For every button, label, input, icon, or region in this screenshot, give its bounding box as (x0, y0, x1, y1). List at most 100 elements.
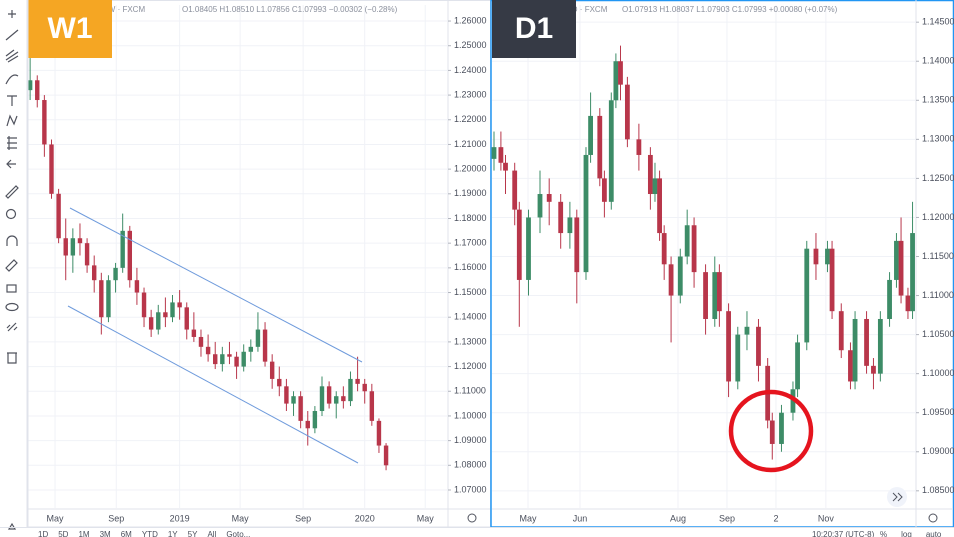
tool-star[interactable] (7, 522, 17, 530)
candle-body (608, 100, 614, 202)
tool-zoom[interactable] (5, 208, 17, 220)
range-button[interactable]: All (207, 530, 216, 537)
candle-body (148, 317, 154, 330)
range-button[interactable]: 5D (58, 530, 68, 537)
tool-stay[interactable] (5, 259, 18, 272)
candle-body (369, 391, 375, 421)
x-tick-label: May (520, 513, 538, 523)
candle-body (498, 147, 504, 163)
scale-option[interactable]: auto (926, 530, 942, 537)
y-tick-label: 1.22000 (454, 114, 487, 124)
range-button[interactable]: 1M (78, 530, 89, 537)
x-tick-label: Sep (295, 513, 311, 523)
candle-body (735, 334, 741, 382)
candle-body (838, 311, 844, 351)
tool-eye[interactable] (5, 302, 19, 312)
candle-body (512, 170, 518, 210)
y-tick-label: 1.13000 (454, 336, 487, 346)
candle-body (198, 336, 204, 347)
candle-body (825, 248, 830, 265)
settings-icon[interactable] (467, 513, 477, 523)
tool-ruler[interactable] (5, 185, 19, 199)
candle-body (298, 396, 303, 421)
tool-line[interactable] (5, 29, 19, 41)
tool-forecast[interactable] (7, 136, 17, 150)
candle-body (227, 354, 232, 357)
y-tick-label: 1.21000 (454, 139, 487, 149)
tool-lock[interactable] (6, 284, 17, 293)
candle-body (703, 272, 708, 319)
tool-link[interactable] (6, 322, 18, 332)
tool-trash[interactable] (7, 352, 17, 364)
candle-body (277, 378, 282, 387)
candle-body (348, 378, 353, 402)
range-button[interactable]: 6M (121, 530, 132, 537)
candle-body (170, 302, 175, 318)
candle-body (546, 194, 552, 202)
candle-body (726, 311, 731, 382)
tool-pattern[interactable] (6, 114, 18, 127)
candle-body (234, 356, 239, 367)
range-button[interactable]: 1D (38, 530, 48, 537)
candle-body (491, 147, 497, 159)
scale-option[interactable]: % (880, 530, 887, 537)
candle-body (334, 396, 339, 404)
tool-back[interactable] (6, 159, 16, 169)
candle-body (305, 420, 310, 429)
x-tick-label: 2020 (355, 513, 375, 523)
range-button[interactable]: YTD (142, 530, 158, 537)
candle-body (106, 280, 111, 318)
candle-body (134, 280, 140, 293)
tool-text[interactable] (7, 95, 17, 106)
candle-body (601, 178, 607, 202)
candle-body (262, 329, 268, 362)
candle-body (887, 279, 892, 319)
candle-body (677, 256, 683, 296)
tool-fib[interactable] (5, 49, 19, 63)
range-button[interactable]: 5Y (188, 530, 198, 537)
x-tick-label: Sep (719, 513, 735, 523)
y-tick-label: 1.19000 (454, 188, 487, 198)
y-tick-label: 1.07000 (454, 484, 487, 494)
candle-body (898, 240, 904, 296)
y-tick-label: 1.11000 (922, 290, 954, 300)
range-button[interactable]: 3M (100, 530, 111, 537)
candle-body (63, 238, 68, 256)
y-tick-label: 1.10500 (922, 329, 954, 339)
candle-body (113, 267, 118, 281)
tool-cross[interactable] (8, 10, 16, 18)
candle-body (127, 230, 133, 281)
y-tick-label: 1.11500 (922, 251, 954, 261)
y-tick-label: 1.09000 (922, 446, 954, 456)
candle-body (618, 61, 623, 85)
x-tick-label: Jun (573, 513, 588, 523)
trend-line (69, 207, 363, 363)
y-tick-label: 1.09500 (922, 407, 954, 417)
candle-body (558, 201, 564, 234)
range-button[interactable]: 1Y (168, 530, 178, 537)
range-button[interactable]: Goto... (226, 530, 250, 537)
candle-body (49, 144, 54, 194)
y-tick-label: 1.13500 (922, 95, 954, 105)
candle-body (894, 240, 899, 280)
candle-body (269, 361, 275, 379)
tool-magnet[interactable] (6, 235, 18, 246)
candle-body (537, 194, 543, 218)
candle-body (691, 225, 697, 273)
candle-body (84, 243, 90, 266)
candle-body (716, 272, 722, 312)
y-tick-label: 1.09000 (454, 435, 487, 445)
scale-option[interactable]: log (901, 530, 912, 537)
y-tick-label: 1.12000 (922, 212, 954, 222)
candle-body (613, 61, 619, 101)
chart-panel: 1.08500 1.09000 1.09500 1.10000 1.10500 1.110… (490, 0, 954, 528)
y-tick-label: 1.13000 (922, 134, 954, 144)
settings-icon[interactable] (928, 513, 938, 523)
candle-body (205, 346, 211, 355)
candle-body (829, 248, 835, 312)
candle-body (248, 346, 254, 352)
y-tick-label: 1.20000 (454, 164, 487, 174)
highlight-circle (728, 389, 814, 473)
tool-brush[interactable] (5, 74, 19, 85)
